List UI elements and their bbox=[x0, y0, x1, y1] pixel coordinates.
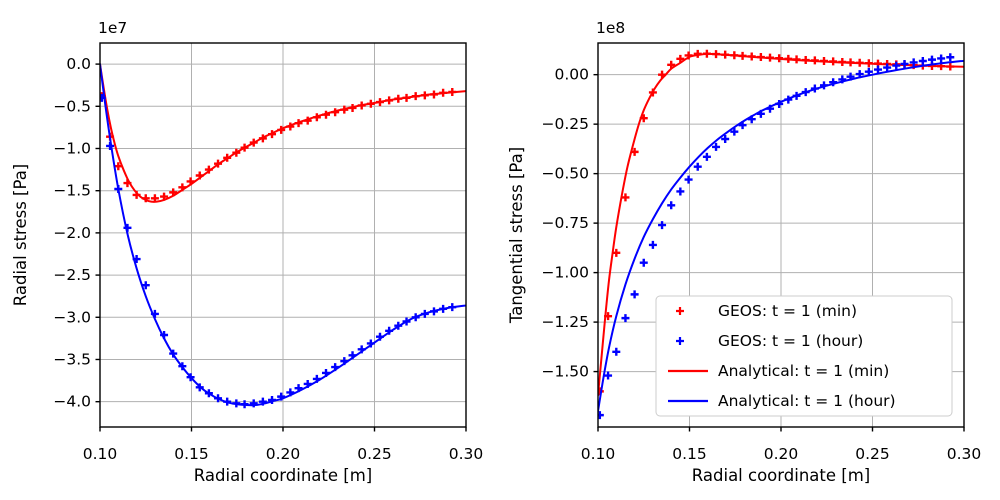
radial-stress-plot: 0.10 0.15 0.20 0.25 0.30 0.0 −0.5 −1.0 −1.5 −2.0 −… bbox=[11, 19, 484, 485]
y-axis-label: Tangential stress [Pa] bbox=[507, 147, 526, 324]
y-tick-label: −1.25 bbox=[542, 313, 590, 331]
y-axis-label: Radial stress [Pa] bbox=[11, 164, 30, 306]
x-tick-label: 0.20 bbox=[764, 445, 799, 463]
legend-box bbox=[655, 295, 953, 417]
x-tick-label: 0.30 bbox=[947, 445, 982, 463]
x-axis-label: Radial coordinate [m] bbox=[692, 466, 870, 485]
y-axis-offset-label: 1e7 bbox=[98, 19, 127, 37]
legend-entry-label: Analytical: t = 1 (min) bbox=[718, 362, 889, 380]
y-tick-label: −2.5 bbox=[53, 266, 91, 284]
y-tick-label: −0.75 bbox=[542, 214, 590, 232]
x-tick-label: 0.10 bbox=[83, 445, 118, 463]
x-tick-label: 0.15 bbox=[672, 445, 707, 463]
legend-entry-label: GEOS: t = 1 (hour) bbox=[718, 332, 863, 350]
y-tick-label: −4.0 bbox=[53, 393, 91, 411]
chart-panel-radial-stress: 0.10 0.15 0.20 0.25 0.30 0.0 −0.5 −1.0 −1.5 −2.0 −… bbox=[11, 19, 484, 485]
chart-panel-tangential-stress: 0.10 0.15 0.20 0.25 0.30 0.00 −0.25 −0.50 −0.75 −… bbox=[500, 0, 1000, 500]
grid-lines bbox=[100, 43, 466, 427]
chart-legend[interactable]: GEOS: t = 1 (min) GEOS: t = 1 (hour) Analy… bbox=[655, 295, 953, 417]
y-tick-label: 0.0 bbox=[66, 55, 91, 73]
x-tick-label: 0.15 bbox=[174, 445, 209, 463]
x-tick-label: 0.20 bbox=[266, 445, 301, 463]
legend-marker-swatch bbox=[676, 307, 684, 315]
tangential-stress-plot: 0.10 0.15 0.20 0.25 0.30 0.00 −0.25 −0.50 −0.75 −… bbox=[507, 19, 982, 485]
axis-ticks bbox=[95, 63, 467, 432]
y-tick-label: −3.5 bbox=[53, 350, 91, 368]
legend-entry-label: Analytical: t = 1 (hour) bbox=[718, 392, 896, 410]
series-markers-1 bbox=[100, 87, 457, 203]
legend-marker-swatch bbox=[676, 337, 684, 345]
data-series-group bbox=[100, 63, 466, 409]
series-markers-3 bbox=[100, 93, 457, 409]
series-markers-3 bbox=[598, 53, 955, 420]
y-tick-label: −1.50 bbox=[542, 363, 590, 381]
y-tick-label: −1.00 bbox=[542, 264, 590, 282]
data-series-group bbox=[598, 49, 964, 420]
axis-ticks bbox=[593, 73, 965, 432]
x-tick-label: 0.25 bbox=[855, 445, 890, 463]
x-tick-label: 0.10 bbox=[581, 445, 616, 463]
y-tick-label: −0.25 bbox=[542, 115, 590, 133]
y-tick-label: −0.5 bbox=[53, 97, 91, 115]
y-tick-label: −1.0 bbox=[53, 139, 91, 157]
x-tick-label: 0.25 bbox=[357, 445, 392, 463]
y-tick-label: −1.5 bbox=[53, 182, 91, 200]
x-tick-label: 0.30 bbox=[449, 445, 484, 463]
y-tick-label: −3.0 bbox=[53, 308, 91, 326]
series-markers-1 bbox=[598, 49, 955, 396]
y-tick-label: −2.0 bbox=[53, 224, 91, 242]
y-axis-offset-label: 1e8 bbox=[596, 19, 625, 37]
y-tick-label: 0.00 bbox=[554, 66, 589, 84]
x-axis-label: Radial coordinate [m] bbox=[194, 466, 372, 485]
series-line-2 bbox=[598, 59, 964, 413]
y-tick-label: −0.50 bbox=[542, 165, 590, 183]
legend-entry-label: GEOS: t = 1 (min) bbox=[718, 302, 857, 320]
